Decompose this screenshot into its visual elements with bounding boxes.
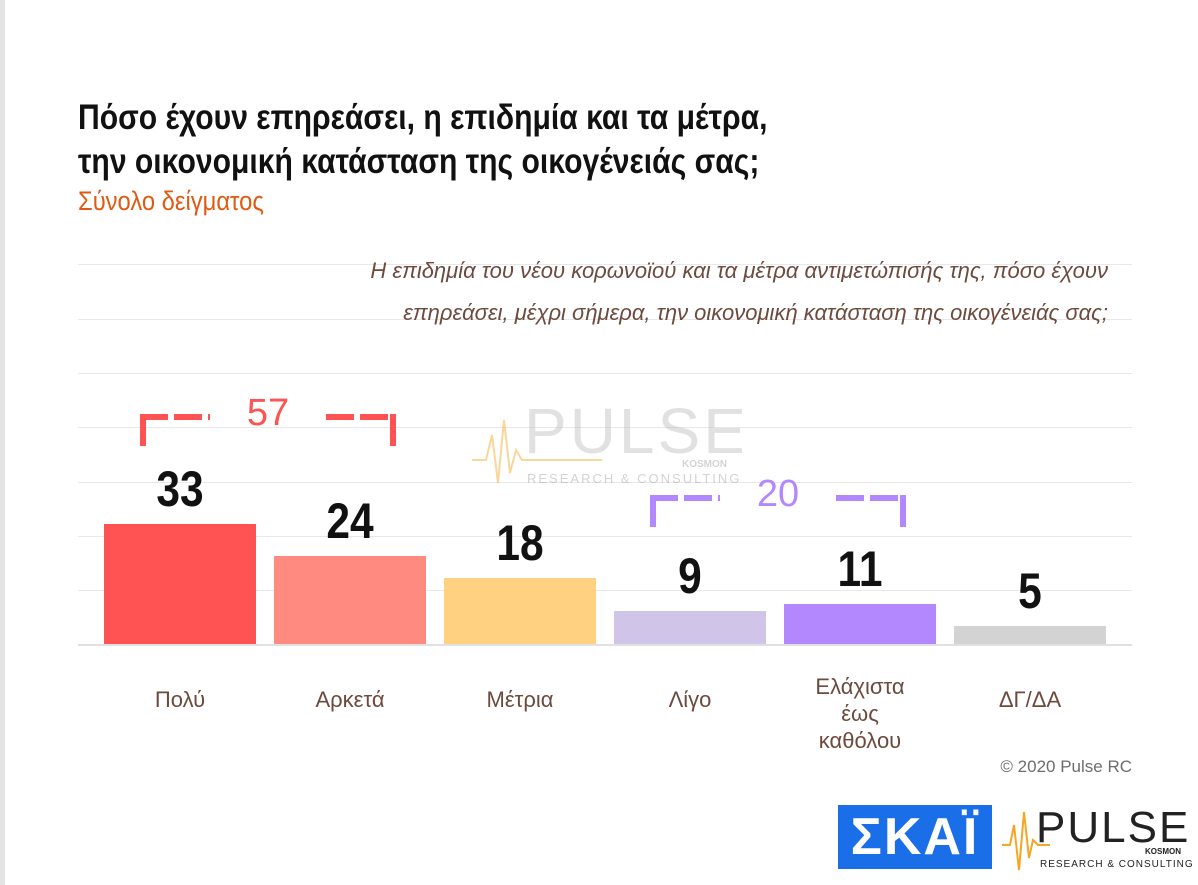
bar <box>784 603 936 644</box>
pulse-watermark-sub: RESEARCH & CONSULTING <box>527 471 741 486</box>
bar <box>104 523 256 644</box>
bar-value-label: 9 <box>678 548 702 605</box>
bar-value-label: 5 <box>1018 562 1042 619</box>
bar <box>444 578 596 644</box>
pulse-watermark-kosmon: KOSMON <box>682 459 727 470</box>
bar-value-label: 33 <box>156 460 204 517</box>
gridline <box>78 482 1132 483</box>
category-label: Πολύ <box>95 686 265 713</box>
category-label-line: Λίγο <box>668 687 712 712</box>
category-label-line: έως <box>841 701 879 726</box>
bracket-line <box>326 414 396 420</box>
bar <box>274 556 426 644</box>
pulse-logo-wave-icon <box>1002 811 1050 871</box>
copyright-text: © 2020 Pulse RC <box>1000 757 1132 776</box>
gridline <box>78 264 1132 265</box>
gridline <box>78 590 1132 591</box>
pulse-logo-main: PULSE <box>1036 803 1190 852</box>
skai-logo: ΣΚΑΪ <box>838 805 992 869</box>
category-label-line: ΔΓ/ΔΑ <box>998 687 1062 712</box>
category-label-line: Αρκετά <box>315 687 385 712</box>
chart-subtitle: Σύνολο δείγματος <box>78 186 264 216</box>
pulse-logo: PULSE KOSMON RESEARCH & CONSULTING <box>1002 803 1192 871</box>
gridline <box>78 427 1132 428</box>
bracket-total-label: 20 <box>756 473 800 515</box>
category-label: Μέτρια <box>435 686 605 713</box>
category-label: ΔΓ/ΔΑ <box>945 686 1115 713</box>
pulse-logo-kosmon: KOSMON <box>1145 847 1181 856</box>
chart-title-line2: την οικονομική κατάσταση της οικογένειάς… <box>78 142 760 181</box>
bracket-leg <box>650 495 656 527</box>
bracket-leg <box>390 414 396 446</box>
survey-question-line1: Η επιδημία του νέου κορωνοϊού και τα μέτ… <box>370 258 1108 283</box>
bar <box>954 625 1106 644</box>
bracket-line <box>140 414 210 420</box>
category-label-line: καθόλου <box>818 728 902 753</box>
category-label: Ελάχιστα έως καθόλου <box>775 673 945 754</box>
bar-value-label: 11 <box>837 540 883 597</box>
x-axis-line <box>78 644 1132 646</box>
page-edge <box>0 0 5 885</box>
bar <box>614 611 766 644</box>
gridline <box>78 373 1132 374</box>
bar-value-label: 18 <box>496 515 544 572</box>
bracket-line <box>836 495 906 501</box>
bracket-line <box>650 495 720 501</box>
bracket-leg <box>140 414 146 446</box>
survey-question-line2: επηρεάσει, μέχρι σήμερα, την οικονομική … <box>403 300 1108 325</box>
category-label-line: Ελάχιστα <box>815 674 905 699</box>
category-label-line: Πολύ <box>154 687 206 712</box>
category-label: Αρκετά <box>265 686 435 713</box>
bracket-leg <box>900 495 906 527</box>
pulse-watermark: PULSE KOSMON RESEARCH & CONSULTING <box>472 395 742 486</box>
bar-value-label: 24 <box>326 493 374 550</box>
pulse-logo-sub: RESEARCH & CONSULTING <box>1040 859 1192 870</box>
chart-title-line1: Πόσο έχουν επηρεάσει, η επιδημία και τα … <box>78 98 768 137</box>
pulse-watermark-wave-icon <box>472 419 602 484</box>
bracket-total-label: 57 <box>246 392 290 434</box>
gridline <box>78 319 1132 320</box>
pulse-watermark-main: PULSE <box>524 395 742 467</box>
category-label-line: Μέτρια <box>486 687 554 712</box>
gridline <box>78 536 1132 537</box>
survey-question: Η επιδημία του νέου κορωνοϊού και τα μέτ… <box>208 250 1108 334</box>
category-label: Λίγο <box>605 686 775 713</box>
chart-title: Πόσο έχουν επηρεάσει, η επιδημία και τα … <box>78 96 768 184</box>
